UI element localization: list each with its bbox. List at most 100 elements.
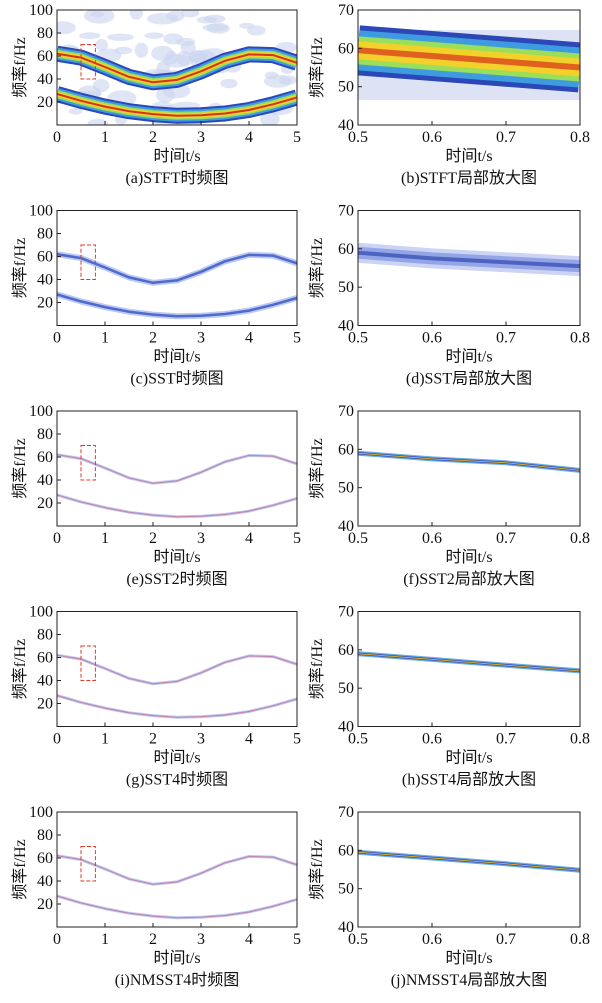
x-tick-label: 0: [53, 330, 61, 347]
y-tick-label: 20: [37, 495, 53, 512]
ridge: [57, 694, 297, 718]
ridge: [57, 895, 297, 919]
axes-frame: [357, 611, 581, 727]
y-axis-label: 频率f/Hz: [11, 839, 29, 899]
axes-frame: [357, 9, 581, 126]
plot-area: [57, 251, 297, 320]
ridge: [358, 452, 580, 471]
axes-frame: [357, 210, 581, 326]
panel-caption: (c)SST时频图: [130, 370, 223, 388]
panel: 0 1 2 3 4 5 20 40 60 80 100 时间t/s 频率f/Hz (g)SST4时频图: [11, 604, 301, 789]
x-tick-label: 1: [101, 129, 109, 146]
noise-blob: [57, 21, 76, 35]
ridge: [57, 854, 297, 886]
noise-blob: [114, 46, 133, 55]
panel: 0.5 0.6 0.7 0.8 40 50 60 70 时间t/s 频率f/Hz (j)NMSST4…: [308, 804, 590, 989]
noise-blob: [146, 12, 179, 25]
y-tick-label: 50: [338, 680, 354, 697]
y-tick-label: 40: [338, 919, 354, 936]
x-tick-label: 0.8: [570, 330, 590, 347]
x-tick-label: 0: [53, 530, 61, 547]
panel: 0 1 2 3 4 5 20 40 60 80 100 时间t/s 频率f/Hz (e)SST2时频图: [11, 403, 301, 588]
axes-frame: [56, 811, 298, 928]
x-tick-label: 3: [197, 330, 205, 347]
y-axis-label: 频率f/Hz: [308, 238, 326, 298]
x-tick-label: 3: [197, 530, 205, 547]
x-axis-label: 时间t/s: [445, 949, 492, 967]
x-tick-label: 3: [197, 129, 205, 146]
y-tick-label: 50: [338, 79, 354, 96]
x-tick-label: 5: [293, 129, 301, 146]
x-tick-label: 0.6: [422, 129, 442, 146]
y-axis-label: 频率f/Hz: [308, 438, 326, 498]
plot-area: [57, 653, 297, 719]
noise-blob: [90, 11, 105, 18]
panel: 0 1 2 3 4 5 20 40 60 80 100 时间t/s 频率f/Hz (i)NMSST4时频图: [11, 804, 301, 989]
y-tick-label: 70: [338, 804, 354, 821]
y-tick-label: 50: [338, 480, 354, 497]
x-tick-label: 2: [149, 330, 157, 347]
x-tick-label: 0.6: [422, 330, 442, 347]
x-tick-label: 0.7: [496, 330, 516, 347]
panel: 0 1 2 3 4 5 20 40 60 80 100 时间t/s 频率f/Hz (a)STFT时频图: [11, 2, 301, 187]
panel: 0.5 0.6 0.7 0.8 40 50 60 70 时间t/s 频率f/Hz (d)SST局部放…: [308, 203, 590, 388]
x-tick-label: 0.5: [348, 129, 368, 146]
x-axis-label: 时间t/s: [445, 749, 492, 767]
x-tick-label: 4: [245, 330, 253, 347]
ridge: [57, 494, 297, 518]
ridge: [57, 52, 297, 84]
noise-blob: [68, 107, 83, 115]
plot-area: [358, 242, 580, 277]
ridge: [57, 653, 297, 686]
x-axis-label: 时间t/s: [445, 348, 492, 366]
y-tick-label: 60: [338, 441, 354, 458]
x-axis-label: 时间t/s: [445, 147, 492, 165]
x-tick-label: 0.6: [422, 731, 442, 748]
y-tick-label: 60: [37, 850, 53, 867]
y-tick-label: 60: [338, 842, 354, 859]
x-tick-label: 3: [197, 731, 205, 748]
y-tick-label: 100: [29, 403, 53, 420]
y-axis-label: 频率f/Hz: [11, 438, 29, 498]
noise-blob: [260, 111, 280, 125]
plot-area: [358, 450, 580, 473]
y-tick-label: 80: [37, 426, 53, 443]
zoom-box: [80, 846, 96, 882]
x-tick-label: 1: [101, 731, 109, 748]
noise-blob: [134, 42, 149, 58]
x-tick-label: 2: [149, 530, 157, 547]
noise-blob: [176, 37, 196, 47]
y-axis-label: 频率f/Hz: [308, 839, 326, 899]
y-tick-label: 40: [338, 117, 354, 134]
x-axis-label: 时间t/s: [153, 147, 200, 165]
y-tick-label: 60: [37, 249, 53, 266]
x-tick-label: 0.5: [348, 530, 368, 547]
y-tick-label: 70: [338, 203, 354, 220]
y-tick-label: 80: [37, 827, 53, 844]
x-tick-label: 0.6: [422, 530, 442, 547]
y-tick-label: 20: [37, 696, 53, 713]
x-tick-label: 0.8: [570, 530, 590, 547]
noise-blob: [129, 10, 143, 20]
ridge: [358, 47, 580, 71]
y-axis-label: 频率f/Hz: [11, 639, 29, 699]
y-tick-label: 50: [338, 881, 354, 898]
plot-area: [358, 651, 580, 674]
y-tick-label: 40: [37, 71, 53, 88]
x-tick-label: 1: [101, 931, 109, 948]
y-tick-label: 50: [338, 279, 354, 296]
panel-caption: (j)NMSST4局部放大图: [391, 971, 547, 989]
noise-blob: [202, 23, 228, 32]
x-tick-label: 0: [53, 731, 61, 748]
x-tick-label: 4: [245, 530, 253, 547]
x-tick-label: 0.5: [348, 931, 368, 948]
zoom-box: [80, 645, 96, 681]
y-tick-label: 100: [29, 804, 53, 821]
axes-frame: [357, 811, 581, 928]
ridge: [358, 653, 580, 672]
ridge: [57, 454, 297, 484]
zoom-box: [80, 44, 96, 80]
plot-area: [57, 453, 297, 519]
panel-caption: (h)SST4局部放大图: [402, 771, 536, 789]
